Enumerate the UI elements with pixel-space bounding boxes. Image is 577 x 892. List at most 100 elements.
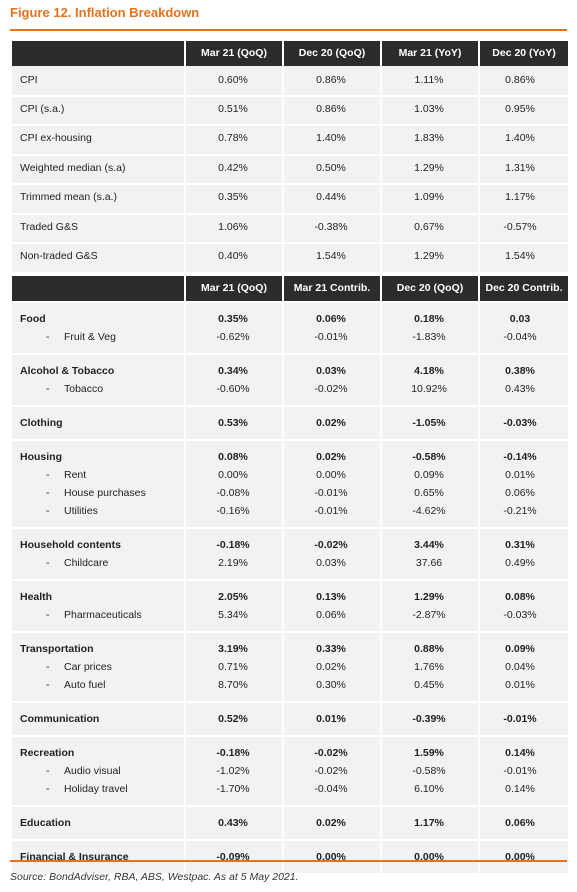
table1-cell: 0.95% <box>505 103 535 115</box>
column-divider <box>380 841 382 873</box>
table1-cell: 0.67% <box>414 221 444 233</box>
table2-subcategory-cell: -1.02% <box>216 765 250 777</box>
table2-subcategory-cell: 0.03% <box>316 557 346 569</box>
table2-category-cell: 1.29% <box>414 591 444 603</box>
table2-category-cell: 0.38% <box>505 365 535 377</box>
column-divider <box>478 529 480 579</box>
table2-subcategory-cell: 0.45% <box>414 679 444 691</box>
subcategory-dash: - <box>46 609 50 621</box>
table2-group <box>12 355 568 405</box>
table2-category-cell: 0.06% <box>316 313 346 325</box>
table1-row-label: CPI ex-housing <box>20 132 92 144</box>
table2-subcategory-cell: -0.62% <box>216 331 250 343</box>
table2-subcategory-cell: 0.00% <box>316 469 346 481</box>
table2-category-cell: 2.05% <box>218 591 248 603</box>
subcategory-dash: - <box>46 783 50 795</box>
table2-category-cell: 0.02% <box>316 817 346 829</box>
table1-cell: 0.42% <box>218 162 248 174</box>
table2-category-cell: 0.14% <box>505 747 535 759</box>
table2-group <box>12 737 568 805</box>
table2-header-col4: Dec 20 Contrib. <box>478 276 568 301</box>
table2-group <box>12 407 568 439</box>
table2-category-label: Communication <box>20 713 100 725</box>
table1-cell: -0.38% <box>314 221 348 233</box>
table2-category-cell: 0.00% <box>414 851 444 863</box>
table2-subcategory-cell: -0.01% <box>503 765 537 777</box>
table2-subcategory-cell: 0.30% <box>316 679 346 691</box>
table2-category-cell: 0.08% <box>505 591 535 603</box>
table2-subcategory-cell: -0.01% <box>314 505 348 517</box>
column-divider <box>282 441 284 527</box>
table1-row-label: Traded G&S <box>20 221 78 233</box>
table2-header-col2: Mar 21 Contrib. <box>282 276 380 301</box>
column-divider <box>478 737 480 805</box>
column-divider <box>184 703 186 735</box>
subcategory-dash: - <box>46 469 50 481</box>
table2-category-cell: 0.00% <box>316 851 346 863</box>
column-divider <box>380 441 382 527</box>
table2-category-cell: -0.18% <box>216 539 250 551</box>
table2-category-cell: 0.43% <box>218 817 248 829</box>
table2-subcategory-cell: -0.58% <box>412 765 446 777</box>
table1-cell: 0.44% <box>316 191 346 203</box>
column-divider <box>184 633 186 701</box>
table2-group <box>12 303 568 353</box>
table2-category-cell: 0.31% <box>505 539 535 551</box>
table2-category-cell: 0.09% <box>505 643 535 655</box>
table1-body <box>12 66 568 272</box>
table2-subcategory-label: - Audio visual <box>46 762 121 780</box>
table2-subcategory-cell: -4.62% <box>412 505 446 517</box>
table2-subcategory-cell: 10.92% <box>411 383 447 395</box>
table2-subcategory-cell: 0.04% <box>505 661 535 673</box>
table1-cell: 1.03% <box>414 103 444 115</box>
table2-category-cell: 0.01% <box>316 713 346 725</box>
subcategory-dash: - <box>46 487 50 499</box>
column-divider <box>282 807 284 839</box>
subcategory-text: Childcare <box>64 557 109 569</box>
table2-subcategory-cell: 2.19% <box>218 557 248 569</box>
table1-header-col2: Dec 20 (QoQ) <box>282 41 380 66</box>
table1-cell: 1.31% <box>505 162 535 174</box>
column-divider <box>380 529 382 579</box>
table2-header-col3: Dec 20 (QoQ) <box>380 276 478 301</box>
source-footnote: Source: BondAdviser, RBA, ABS, Westpac. … <box>10 871 299 883</box>
table2-subcategory-cell: 0.06% <box>505 487 535 499</box>
table2-category-cell: -1.05% <box>412 417 446 429</box>
table2-subcategory-cell: -0.16% <box>216 505 250 517</box>
table2-subcategory-cell: 0.49% <box>505 557 535 569</box>
table2-subcategory-cell: -0.04% <box>314 783 348 795</box>
table2-category-label: Alcohol & Tobacco <box>20 365 115 377</box>
table2-group <box>12 807 568 839</box>
column-divider <box>184 841 186 873</box>
column-divider <box>282 633 284 701</box>
table2-subcategory-cell: 6.10% <box>414 783 444 795</box>
table1-cell: 1.54% <box>505 250 535 262</box>
table2-category-cell: -0.14% <box>503 451 537 463</box>
table2-group <box>12 529 568 579</box>
table2-subcategory-cell: -0.02% <box>314 765 348 777</box>
table1-cell: 1.11% <box>414 74 444 86</box>
table2-category-cell: 3.44% <box>414 539 444 551</box>
subcategory-text: Utilities <box>64 505 98 517</box>
column-divider <box>478 841 480 873</box>
table2-category-cell: 0.33% <box>316 643 346 655</box>
column-divider <box>282 407 284 439</box>
table2-category-label: Health <box>20 591 53 603</box>
table1-cell: 1.29% <box>414 162 444 174</box>
subcategory-text: House purchases <box>64 487 146 499</box>
column-divider <box>478 581 480 631</box>
figure-title: Figure 12. Inflation Breakdown <box>10 5 200 20</box>
table2-subcategory-cell: -0.01% <box>314 487 348 499</box>
column-divider <box>478 355 480 405</box>
table2-subcategory-cell: -0.02% <box>314 383 348 395</box>
subcategory-dash: - <box>46 331 50 343</box>
table2-category-cell: 1.17% <box>414 817 444 829</box>
table2-category-label: Transportation <box>20 643 94 655</box>
table1-cell: 0.86% <box>505 74 535 86</box>
table2-subcategory-cell: -2.87% <box>412 609 446 621</box>
column-divider <box>380 807 382 839</box>
table2-category-label: Clothing <box>20 417 63 429</box>
column-divider <box>282 355 284 405</box>
table2-subcategory-cell: 0.09% <box>414 469 444 481</box>
table1-cell: 1.06% <box>218 221 248 233</box>
